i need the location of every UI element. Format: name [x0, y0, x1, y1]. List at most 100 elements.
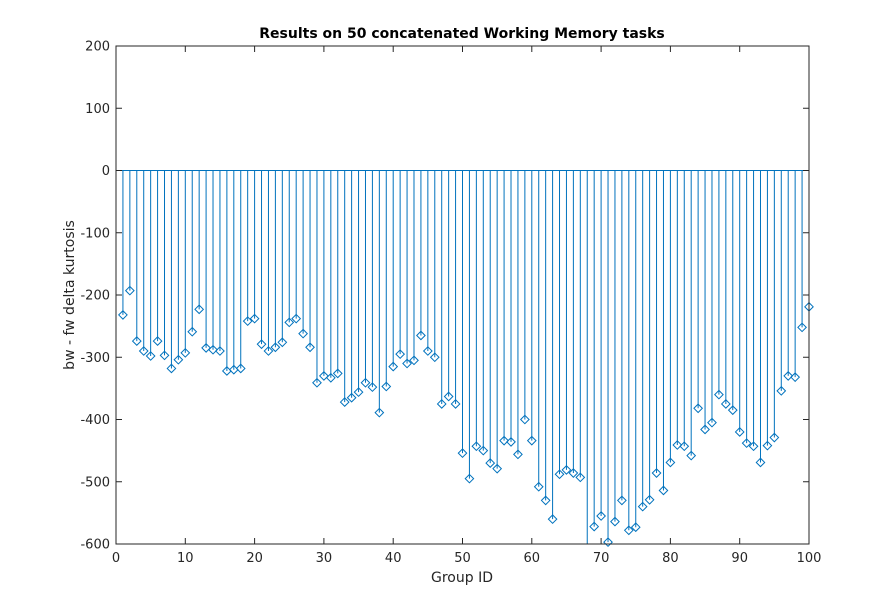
- stem-marker: [180, 347, 191, 358]
- stem-marker: [797, 322, 807, 333]
- stem-marker: [201, 343, 211, 353]
- stem-marker: [540, 495, 551, 506]
- y-tick-label: 100: [85, 102, 110, 117]
- stem-marker: [325, 372, 336, 383]
- stem-marker: [533, 481, 544, 492]
- stem-marker: [215, 346, 225, 356]
- stem-marker: [298, 328, 309, 339]
- x-tick-label: 30: [316, 551, 333, 566]
- stem-marker: [284, 317, 295, 328]
- stem-marker: [436, 399, 447, 409]
- stem-marker: [783, 371, 794, 381]
- stem-marker: [700, 424, 710, 435]
- x-tick-label: 20: [246, 551, 263, 566]
- x-tick-label: 80: [662, 551, 679, 566]
- stem-marker: [623, 525, 634, 536]
- stem-marker: [776, 385, 787, 396]
- x-tick-label: 100: [797, 551, 822, 566]
- stem-marker: [603, 537, 613, 548]
- stem-marker: [374, 407, 385, 418]
- stem-marker: [332, 368, 343, 379]
- stem-marker: [388, 361, 399, 372]
- x-tick-label: 0: [112, 551, 120, 566]
- stem-marker: [506, 437, 516, 447]
- y-tick-label: 200: [85, 40, 110, 55]
- stem-marker: [249, 313, 260, 324]
- stem-marker: [492, 463, 503, 474]
- stem-marker: [124, 285, 135, 296]
- stem-marker: [596, 511, 607, 521]
- stem-marker: [589, 521, 600, 532]
- stem-marker: [575, 472, 586, 483]
- stem-marker: [131, 336, 142, 346]
- stem-marker: [395, 349, 406, 360]
- stem-marker: [686, 450, 697, 461]
- stem-marker: [270, 342, 281, 353]
- stem-marker: [485, 458, 496, 468]
- stem-marker: [554, 469, 565, 480]
- stem-marker: [748, 441, 759, 452]
- stem-marker: [416, 330, 426, 341]
- x-tick-label: 70: [593, 551, 610, 566]
- stem-marker: [707, 417, 717, 428]
- x-tick-label: 60: [524, 551, 541, 566]
- stem-marker: [277, 337, 288, 348]
- stem-marker: [734, 427, 745, 437]
- stem-marker: [616, 495, 627, 506]
- stem-marker: [312, 377, 322, 388]
- stem-marker: [526, 435, 537, 446]
- y-tick-label: 0: [102, 164, 110, 179]
- stem-marker: [422, 346, 433, 356]
- stem-marker: [519, 414, 530, 425]
- stem-marker: [672, 440, 683, 450]
- stem-marker: [138, 346, 149, 356]
- stem-marker: [263, 346, 274, 356]
- stem-marker: [547, 514, 558, 525]
- x-tick-label: 50: [454, 551, 471, 566]
- x-axis-ticks: 0 10 20 30 40 50 60 70 80 90 100: [112, 46, 822, 566]
- stem-marker: [457, 448, 468, 459]
- stem-marker: [610, 516, 620, 527]
- stem-marker: [790, 372, 801, 383]
- stem-marker: [152, 336, 163, 346]
- stem-marker: [727, 405, 738, 416]
- stem-marker: [353, 387, 364, 398]
- stem-marker: [665, 457, 676, 468]
- stem-marker: [741, 438, 752, 449]
- stem-marker: [637, 501, 648, 512]
- stem-marker: [630, 522, 641, 533]
- x-axis-label: Group ID: [431, 570, 493, 586]
- y-tick-label: -600: [80, 538, 110, 553]
- stem-marker: [187, 326, 198, 337]
- stem-marker: [194, 304, 205, 315]
- stem-marker: [478, 445, 489, 456]
- stem-marker: [651, 468, 662, 478]
- stem-series: [118, 170, 814, 548]
- stem-marker: [166, 363, 177, 374]
- stem-marker: [693, 403, 704, 414]
- stem-marker: [145, 351, 156, 361]
- stem-marker: [464, 473, 475, 484]
- y-axis-label: bw - fw delta kurtosis: [62, 220, 78, 370]
- stem-marker: [242, 316, 253, 327]
- stem-marker: [714, 389, 724, 400]
- stem-marker: [118, 310, 128, 320]
- stem-marker: [450, 399, 461, 409]
- stem-marker: [769, 432, 780, 443]
- y-tick-label: -100: [80, 226, 110, 241]
- stem-marker: [513, 449, 523, 460]
- y-tick-label: -200: [80, 289, 110, 304]
- stem-marker: [159, 350, 170, 361]
- stem-marker: [208, 344, 218, 355]
- stem-marker: [658, 485, 669, 496]
- stem-marker: [367, 382, 378, 393]
- y-axis-ticks: -600 -500 -400 -300 -200 -100 0 100 200: [80, 40, 809, 553]
- stem-marker: [409, 355, 419, 366]
- stem-marker: [360, 377, 371, 388]
- y-tick-label: -500: [80, 475, 110, 490]
- stem-marker: [443, 391, 454, 402]
- stem-marker: [429, 352, 440, 363]
- stem-marker: [679, 441, 690, 452]
- x-tick-label: 10: [177, 551, 194, 566]
